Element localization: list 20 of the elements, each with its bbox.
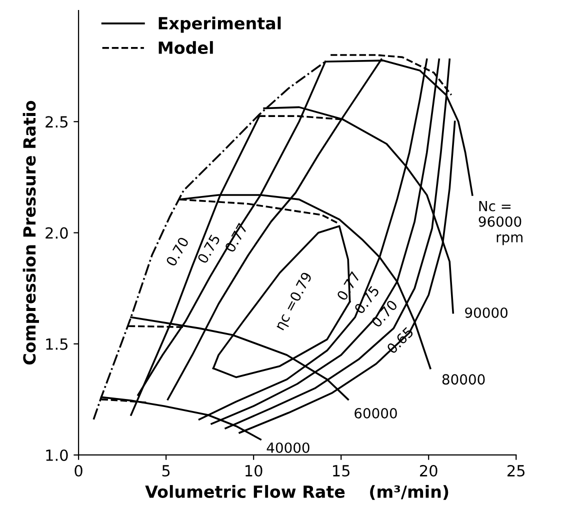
legend-label: Model [158, 41, 213, 54]
x-tick-label: 0 [74, 464, 82, 477]
annotation: 90000 [465, 307, 508, 318]
annotation: ηc =0.79 [274, 271, 315, 332]
x-tick-label: 10 [246, 464, 262, 477]
x-tick-label: 5 [162, 465, 170, 477]
y-tick-label: 2.5 [46, 116, 68, 128]
annotation: 60000 [354, 408, 397, 419]
x-axis-title: Volumetric Flow Rate (m³/min) [145, 485, 448, 500]
y-tick-label: 1.0 [46, 449, 68, 462]
x-tick-label: 15 [333, 465, 350, 477]
legend-label: Experimental [158, 16, 281, 33]
annotation: 80000 [442, 374, 485, 385]
x-tick-label: 20 [420, 464, 438, 477]
x-tick-label: 25 [508, 464, 525, 477]
annotation: Nc = 96000 rpm [478, 200, 522, 246]
y-axis-title: Compression Pressure Ratio [22, 100, 39, 364]
annotation: 40000 [266, 442, 310, 453]
y-tick-label: 2.0 [46, 227, 68, 239]
y-tick-label: 1.5 [46, 338, 68, 350]
